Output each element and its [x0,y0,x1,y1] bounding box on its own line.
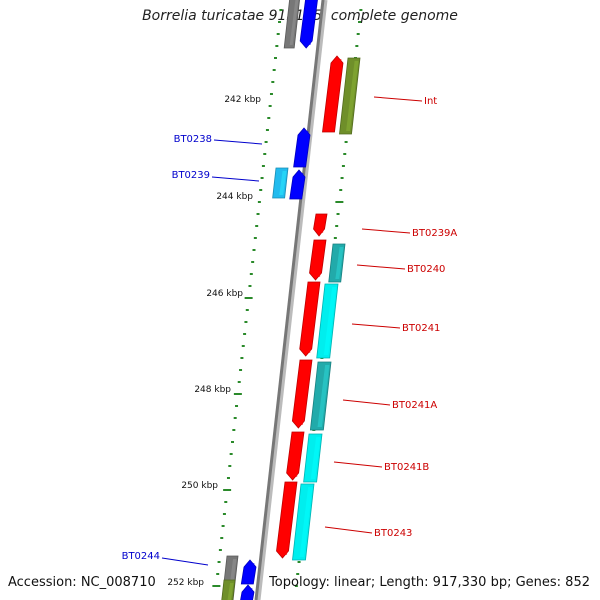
gene-bt0241b[interactable] [286,431,305,481]
gene-label-bt0239a[interactable]: BT0239A [412,228,457,239]
gene-bt0241[interactable] [299,281,321,357]
scale-label-244: 244 kbp [216,192,253,202]
map-title: Borrelia turicatae 91E135, complete geno… [142,8,458,24]
gene-label-bt0238[interactable]: BT0238 [174,134,212,145]
gene-olive-int[interactable] [339,57,361,135]
scale-label-242: 242 kbp [224,95,261,105]
gene-bt0243-cyan[interactable] [292,483,315,561]
gene-label-int[interactable]: Int [424,96,437,107]
gene-label-bt0241a[interactable]: BT0241A [392,400,437,411]
scale-labels: 242 kbp 244 kbp 246 kbp 248 kbp 250 kbp … [167,95,261,588]
gene-bt0244-b[interactable] [240,584,255,600]
leader-line-bt0240 [356,264,406,270]
gene-label-bt0241[interactable]: BT0241 [402,323,440,334]
gene-features [221,0,361,600]
gene-bt0243[interactable] [276,481,298,559]
gene-bt0241a-teal[interactable] [309,361,332,431]
leader-line-bt0244 [161,557,209,566]
gene-bt0241-cyan[interactable] [316,283,339,359]
leader-line-bt0241a [342,399,391,406]
leader-line-bt0243 [324,526,373,534]
backbone-shadow [255,0,328,600]
scale-label-250: 250 kbp [181,481,218,491]
gene-bt0239[interactable] [289,169,306,200]
leader-line-bt0239a [361,228,411,234]
gene-blue-top[interactable] [299,0,318,49]
gene-labels: BT0238 BT0239 BT0244 Int BT0239A BT0240 … [122,96,458,562]
gene-label-bt0240[interactable]: BT0240 [407,264,445,275]
gene-bt0240[interactable] [309,239,327,281]
gene-int[interactable] [322,55,344,133]
backbone [254,0,325,600]
leader-lines [161,96,423,566]
gene-bt0241b-cyan[interactable] [303,433,323,483]
gene-bt0238[interactable] [293,127,311,168]
gene-grey-top[interactable] [283,0,300,49]
gene-label-bt0244[interactable]: BT0244 [122,551,160,562]
scale-label-248: 248 kbp [194,385,231,395]
leader-line-bt0241 [351,323,401,329]
gene-bt0241a[interactable] [291,359,313,429]
gene-bt0240-teal[interactable] [328,243,346,283]
scale-label-246: 246 kbp [206,289,243,299]
leader-line-bt0241b [333,461,383,468]
scale-label-252: 252 kbp [167,578,204,588]
genome-summary-text: Topology: linear; Length: 917,330 bp; Ge… [269,575,590,590]
gene-label-bt0243[interactable]: BT0243 [374,528,412,539]
leader-line-bt0239 [211,176,260,182]
gene-bt0239-light[interactable] [272,167,289,199]
gene-bt0244[interactable] [240,559,257,585]
accession-text: Accession: NC_008710 [8,575,156,590]
gene-label-bt0241b[interactable]: BT0241B [384,462,429,473]
leader-line-bt0238 [213,139,263,145]
gene-olive-bottom[interactable] [221,579,236,600]
leader-line-int [373,96,423,102]
gene-label-bt0239[interactable]: BT0239 [172,170,210,181]
gene-bt0239a[interactable] [313,213,328,237]
